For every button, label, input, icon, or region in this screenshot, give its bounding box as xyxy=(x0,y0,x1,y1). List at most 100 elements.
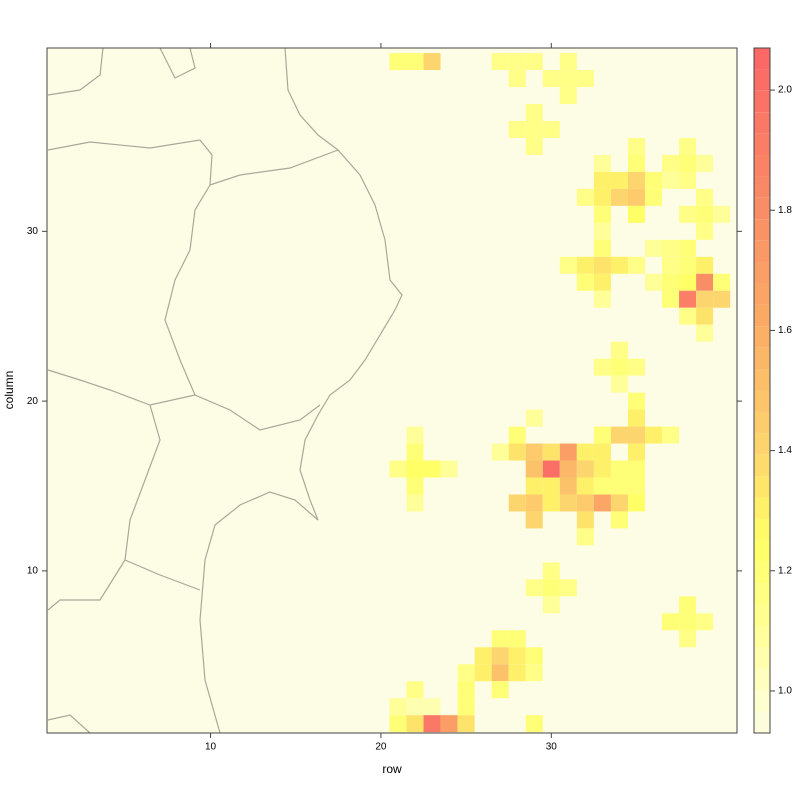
colorbar-band xyxy=(754,112,770,134)
heat-cell xyxy=(525,664,543,682)
heat-cell xyxy=(542,443,560,461)
colorbar-band xyxy=(754,197,770,220)
colorbar-band xyxy=(754,518,770,541)
heat-cell xyxy=(627,443,645,461)
heat-cell xyxy=(508,630,526,648)
colorbar-band xyxy=(754,711,770,733)
heat-cell xyxy=(696,290,714,308)
heat-cell xyxy=(662,256,680,274)
colorbar-band xyxy=(754,668,770,691)
heat-cell xyxy=(542,120,560,138)
heat-cell xyxy=(406,53,424,71)
heat-cell xyxy=(525,647,543,665)
heat-cell xyxy=(508,664,526,682)
colorbar-band xyxy=(754,411,770,434)
heat-cell xyxy=(406,698,424,716)
heat-cell xyxy=(645,188,663,206)
heat-cell xyxy=(559,460,577,478)
heat-cell xyxy=(525,443,543,461)
heat-cell xyxy=(559,579,577,597)
heat-cell xyxy=(542,562,560,580)
heat-cell xyxy=(610,256,628,274)
heat-cell xyxy=(474,647,492,665)
colorbar-band xyxy=(754,369,770,391)
heat-cell xyxy=(491,53,509,71)
heat-cell xyxy=(525,53,543,71)
colorbar-band xyxy=(754,625,770,648)
colorbar-band xyxy=(754,240,770,263)
y-tick-label: 30 xyxy=(27,226,39,237)
heat-cell xyxy=(542,579,560,597)
heat-cell xyxy=(440,460,458,478)
heat-cell xyxy=(696,307,714,325)
colorbar-band xyxy=(754,90,770,113)
colorbar-band xyxy=(754,561,770,584)
heat-cell xyxy=(440,715,458,733)
heat-cell xyxy=(593,460,611,478)
heat-cell xyxy=(491,647,509,665)
colorbar-band xyxy=(754,326,770,348)
heat-cell xyxy=(406,443,424,461)
heat-cell xyxy=(645,273,663,291)
heat-cell xyxy=(593,222,611,240)
heat-cell xyxy=(593,358,611,376)
colorbar-band xyxy=(754,176,770,198)
heat-cell xyxy=(593,443,611,461)
heat-cell xyxy=(576,460,594,478)
colorbar-band xyxy=(754,497,770,519)
colorbar-border xyxy=(753,47,771,734)
colorbar-band xyxy=(754,262,770,284)
heat-cell xyxy=(679,205,697,223)
heat-cell xyxy=(559,256,577,274)
heat-cell xyxy=(679,154,697,172)
heat-cell xyxy=(610,426,628,444)
colorbar-band xyxy=(754,433,770,455)
heat-cell xyxy=(627,460,645,478)
heat-cell xyxy=(576,70,594,88)
colorbar-band xyxy=(754,48,770,70)
heat-cell xyxy=(713,205,731,223)
heat-cell xyxy=(457,715,475,733)
heat-cell xyxy=(679,596,697,614)
colorbar-band xyxy=(754,454,770,477)
heat-cell xyxy=(406,460,424,478)
heat-cell xyxy=(610,171,628,189)
heat-cell xyxy=(542,494,560,512)
heat-cell xyxy=(389,460,407,478)
heat-cell xyxy=(559,87,577,105)
heat-cell xyxy=(627,392,645,410)
heat-cell xyxy=(508,494,526,512)
heat-cell xyxy=(696,273,714,291)
heat-cell xyxy=(406,715,424,733)
heat-cell xyxy=(696,154,714,172)
colorbar-band xyxy=(754,304,770,327)
heat-cell xyxy=(610,477,628,495)
heat-cell xyxy=(559,53,577,71)
heat-cell xyxy=(576,477,594,495)
heat-cell xyxy=(610,460,628,478)
heat-cell xyxy=(525,579,543,597)
heat-cell xyxy=(508,70,526,88)
heat-cell xyxy=(423,715,441,733)
heat-cell xyxy=(525,511,543,529)
heat-cell xyxy=(576,511,594,529)
heat-cell xyxy=(525,715,543,733)
colorbar-band xyxy=(754,347,770,370)
heat-cell xyxy=(610,358,628,376)
heat-cell xyxy=(610,511,628,529)
heat-cell xyxy=(645,171,663,189)
heat-cell xyxy=(457,681,475,699)
heat-cell xyxy=(491,630,509,648)
heat-cell xyxy=(679,239,697,257)
heat-cell xyxy=(662,154,680,172)
heat-cell xyxy=(525,104,543,121)
heat-cell xyxy=(508,120,526,138)
heat-cell xyxy=(525,477,543,495)
heat-cell xyxy=(389,698,407,716)
heat-cell xyxy=(645,426,663,444)
panel-border xyxy=(46,47,738,734)
heat-cell xyxy=(696,613,714,631)
heat-cell xyxy=(542,477,560,495)
colorbar-tick-label: 2.0 xyxy=(778,85,792,96)
heat-cell xyxy=(627,137,645,155)
